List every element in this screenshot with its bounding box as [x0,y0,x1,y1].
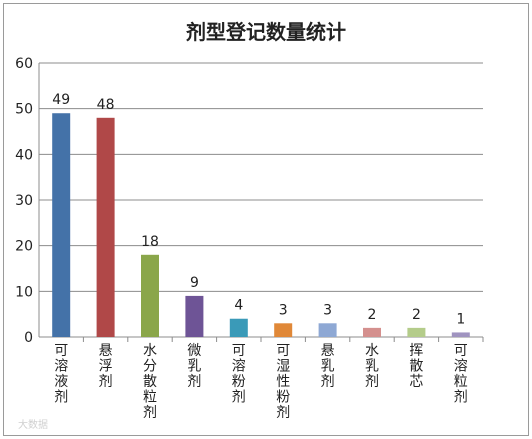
x-tick-label: 可湿性粉剂 [276,343,290,421]
y-tick-label: 0 [24,330,33,346]
data-label: 49 [52,92,70,108]
bar [407,327,426,337]
y-tick-label: 50 [15,102,33,118]
x-tick-label: 悬乳剂 [321,343,335,390]
bar [318,323,337,337]
chart-title: 剂型登记数量统计 [186,20,346,44]
x-tick-label: 挥散芯 [409,343,423,390]
data-label: 48 [97,97,115,113]
bar-chart: 0 10 20 30 40 50 60 49 可溶液剂 48 悬浮剂 18 水分散粒剂 9 微乳剂 4 可溶粉剂… [15,56,484,421]
bar [185,295,204,337]
y-tick-label: 40 [15,147,33,163]
data-label: 2 [412,307,421,323]
data-label: 1 [456,311,465,327]
chart-frame: 剂型登记数量统计 0 10 20 30 40 50 60 49 可溶液剂 48 悬浮剂 18 水分散粒剂… [3,3,529,436]
bar [52,113,71,337]
y-tick-label: 10 [15,284,33,300]
x-tick-label: 水分散粒剂 [143,343,157,421]
x-tick-label: 可溶粒剂 [454,343,468,406]
bar [363,327,381,337]
bar [451,332,470,337]
data-label: 18 [141,234,159,250]
y-tick-label: 60 [15,56,33,72]
y-tick-label: 20 [15,239,33,255]
x-tick-label: 水乳剂 [365,343,379,390]
data-label: 3 [279,302,288,318]
bar [229,318,248,337]
x-tick-label: 可溶粉剂 [232,343,246,406]
x-tick-label: 悬浮剂 [99,343,113,390]
data-label: 4 [234,298,243,314]
x-tick-label: 可溶液剂 [54,343,68,406]
x-tick-label: 微乳剂 [187,343,201,390]
watermark: 大数据 [18,420,48,431]
data-label: 3 [323,302,332,318]
bar [96,117,115,337]
y-tick-label: 30 [15,193,33,209]
data-label: 2 [368,307,377,323]
bar [141,254,159,337]
bar [274,323,293,337]
data-label: 9 [190,275,199,291]
